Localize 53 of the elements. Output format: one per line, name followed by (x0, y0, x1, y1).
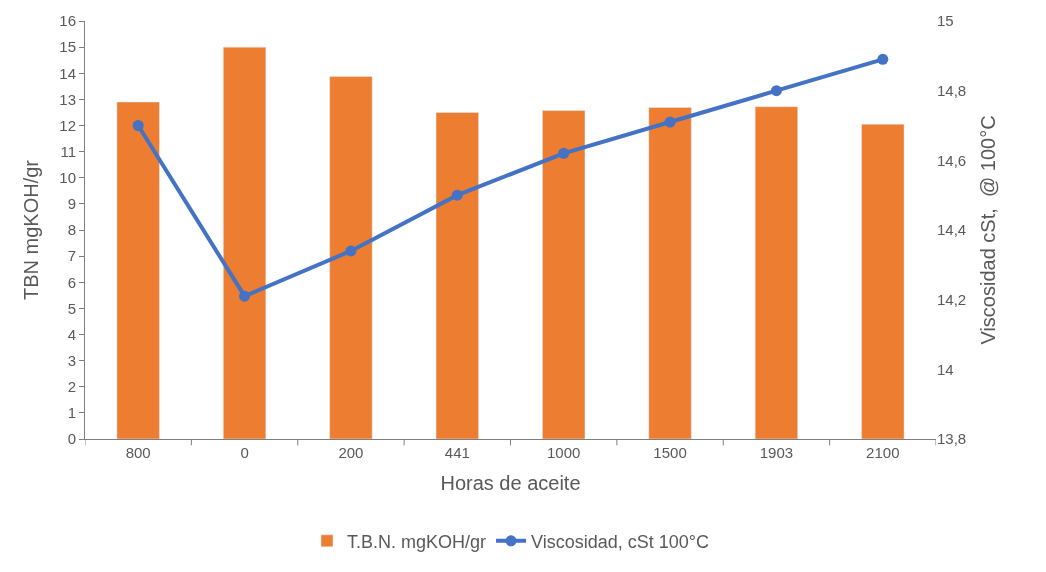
point (770, 85, 782, 97)
y-tick-label: 10 (59, 169, 76, 186)
y2-tick-label: 14 (937, 360, 954, 378)
x-tick-label: 800 (125, 444, 151, 461)
legend-label: Viscosidad, cSt 100°C (531, 531, 709, 552)
bar (861, 123, 905, 439)
point (345, 245, 357, 257)
bar (223, 46, 267, 439)
bar (648, 107, 692, 439)
bar (435, 112, 479, 439)
y-tick-label: 0 (67, 430, 76, 448)
y-axis-title: TBN mgKOH/gr (19, 159, 42, 301)
y-tick-label: 5 (67, 299, 76, 317)
y-tick-label: 11 (60, 142, 76, 160)
y2-axis-title: Viscosidad cSt, @ 100°C (976, 115, 999, 345)
x-tick-label: 441 (444, 444, 470, 461)
point (451, 189, 463, 201)
y2-tick-label: 14,8 (937, 81, 967, 99)
y-tick-label: 13 (59, 90, 76, 108)
x-tick-label: 2100 (866, 444, 900, 461)
point (239, 290, 251, 302)
bar (754, 106, 798, 439)
point (132, 120, 144, 131)
y2-tick-label: 15 (937, 12, 954, 30)
y2-tick-label: 14,4 (937, 221, 967, 239)
point (664, 116, 676, 128)
y2-tick-label: 14,2 (937, 290, 967, 308)
x-tick-label: 0 (240, 444, 249, 461)
point (877, 53, 889, 65)
y-tick-label: 12 (59, 116, 76, 134)
point (558, 147, 570, 159)
y-tick-label: 7 (67, 247, 76, 265)
y-tick-label: 1 (67, 404, 76, 422)
y-tick-label: 4 (67, 325, 76, 343)
x-tick-label: 1903 (759, 444, 794, 461)
y-tick-label: 6 (67, 273, 76, 291)
y-tick-label: 2 (67, 378, 76, 395)
x-tick-label: 200 (338, 444, 364, 461)
x-tick-label: 1000 (547, 444, 581, 461)
y-tick-label: 14 (59, 64, 76, 82)
y-tick-label: 15 (59, 38, 76, 56)
y-tick-label: 9 (67, 195, 76, 213)
bar (116, 101, 160, 439)
y2-tick-label: 14,6 (937, 151, 967, 169)
y-tick-label: 16 (59, 12, 76, 30)
y-tick-label: 8 (67, 221, 76, 239)
bar (329, 76, 373, 439)
bar (542, 110, 586, 439)
x-tick-label: 1500 (653, 444, 687, 461)
y-tick-label: 3 (67, 351, 76, 369)
x-axis-title: Horas de aceite (440, 471, 581, 494)
legend-label: T.B.N. mgKOH/gr (347, 531, 487, 552)
y2-tick-label: 13,8 (937, 430, 967, 448)
